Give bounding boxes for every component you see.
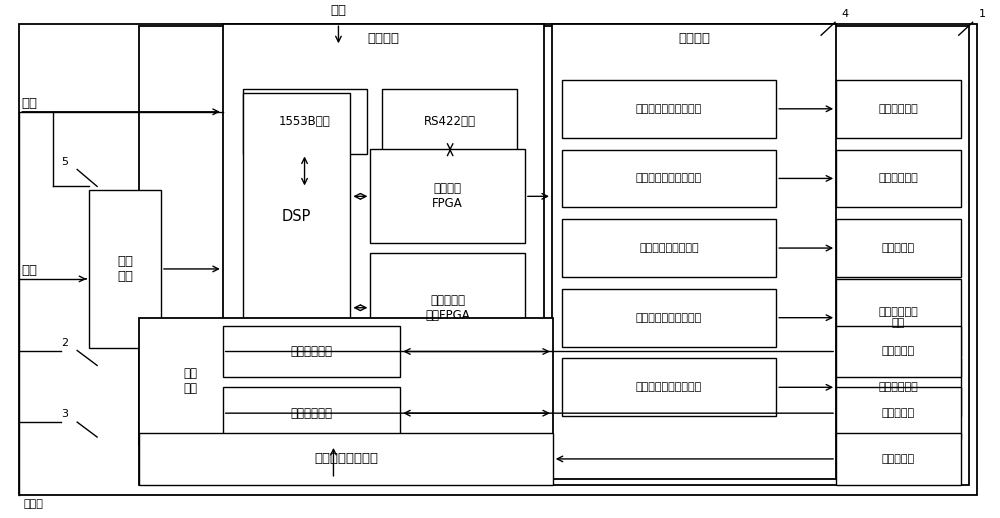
Bar — [836, 150, 961, 207]
Text: 系绳切换电机驱动模块: 系绳切换电机驱动模块 — [636, 313, 702, 323]
Text: 电机制动器: 电机制动器 — [882, 243, 915, 253]
Text: 系绳夹持切割
电机: 系绳夹持切割 电机 — [879, 307, 918, 328]
Bar — [836, 326, 961, 377]
Text: 旋变信号采集模块: 旋变信号采集模块 — [314, 452, 378, 465]
Bar — [836, 279, 961, 356]
Text: 5: 5 — [61, 156, 68, 166]
Text: 控制模块: 控制模块 — [367, 32, 399, 45]
Text: 系绳切换和
通信FPGA: 系绳切换和 通信FPGA — [425, 294, 470, 322]
Text: 电源
模块: 电源 模块 — [117, 255, 133, 283]
Text: 驱动模块: 驱动模块 — [678, 32, 710, 45]
Text: 旋转变压器: 旋转变压器 — [882, 454, 915, 464]
Text: 1553B通信: 1553B通信 — [279, 115, 331, 128]
Text: 接口
模块: 接口 模块 — [184, 367, 198, 395]
Text: 控制器: 控制器 — [23, 499, 43, 509]
Text: DSP: DSP — [282, 209, 311, 224]
Text: 系绳连接电机驱动模块: 系绳连接电机驱动模块 — [636, 382, 702, 392]
Bar — [223, 24, 544, 479]
Text: 3: 3 — [61, 409, 68, 419]
Text: 2: 2 — [61, 338, 68, 348]
Bar — [562, 80, 776, 138]
Text: 开关信号采集: 开关信号采集 — [291, 407, 333, 420]
Bar — [836, 387, 961, 439]
Text: 系绳收放
FPGA: 系绳收放 FPGA — [432, 182, 463, 210]
Text: 供电: 供电 — [21, 264, 37, 277]
Text: 遥测: 遥测 — [330, 4, 346, 17]
Bar — [836, 433, 961, 485]
Text: 电机制动器驱动模块: 电机制动器驱动模块 — [639, 243, 699, 253]
Bar — [836, 358, 961, 416]
Bar — [370, 149, 525, 243]
Bar — [139, 318, 553, 445]
Bar — [223, 326, 400, 377]
Bar — [562, 219, 776, 277]
Bar — [223, 387, 400, 439]
Bar — [243, 89, 367, 153]
Text: 4: 4 — [841, 9, 848, 19]
Text: 系绳夹送电机驱动模块: 系绳夹送电机驱动模块 — [636, 174, 702, 183]
Text: 系绳连接电机: 系绳连接电机 — [879, 382, 918, 392]
Bar — [836, 80, 961, 138]
Bar — [562, 358, 776, 416]
Bar — [562, 150, 776, 207]
Bar — [836, 219, 961, 277]
Bar — [552, 24, 836, 479]
Bar — [370, 253, 525, 363]
Text: 张力传感器: 张力传感器 — [882, 347, 915, 356]
Text: 系绳夹送电机: 系绳夹送电机 — [879, 174, 918, 183]
Bar — [382, 89, 517, 153]
Text: RS422通信: RS422通信 — [424, 115, 476, 128]
Bar — [139, 26, 969, 485]
Bar — [139, 433, 553, 485]
Text: 开关传感器: 开关传感器 — [882, 408, 915, 418]
Bar — [243, 93, 350, 340]
Bar — [89, 191, 161, 348]
Text: 指令: 指令 — [21, 97, 37, 110]
Text: 系绳缠绕电机: 系绳缠绕电机 — [879, 104, 918, 114]
Text: 系绳缠绕电机驱动模块: 系绳缠绕电机驱动模块 — [636, 104, 702, 114]
Bar — [562, 289, 776, 347]
Text: 张力信号采集: 张力信号采集 — [291, 345, 333, 358]
Text: 1: 1 — [979, 9, 986, 19]
